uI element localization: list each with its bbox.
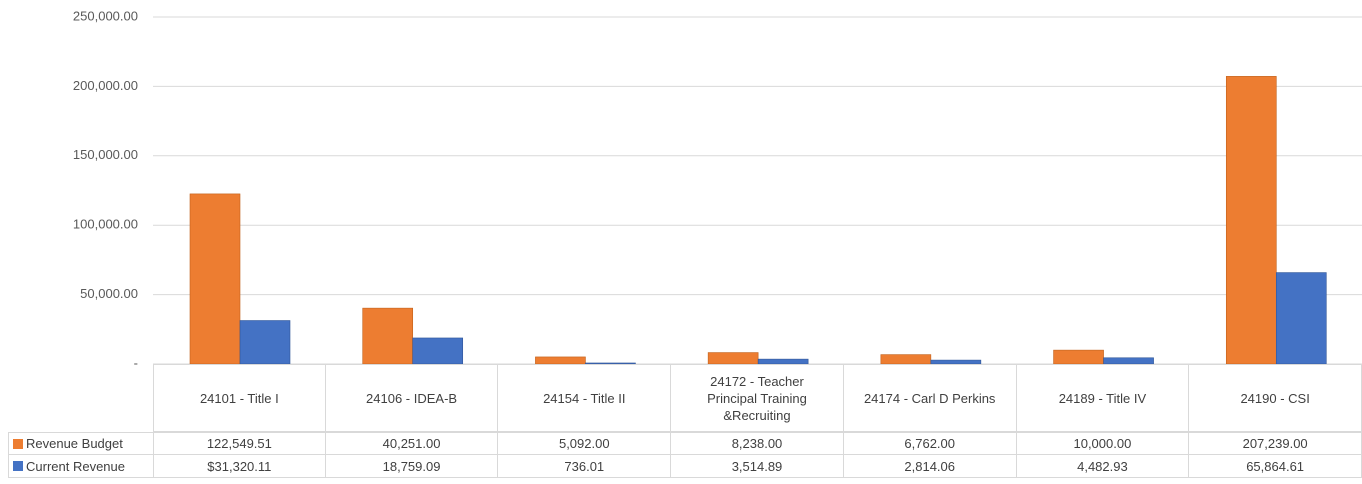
bar <box>1103 357 1154 365</box>
category-cell: 24189 - Title IV <box>1016 364 1190 432</box>
category-cell: 24101 - Title I <box>153 364 326 432</box>
table-value: 122,549.51 <box>153 432 326 455</box>
legend-key <box>13 461 23 471</box>
legend-entry: Current Revenue <box>8 455 153 478</box>
table-value: 65,864.61 <box>1189 455 1362 478</box>
bar <box>239 320 291 365</box>
table-value: 3,514.89 <box>671 455 844 478</box>
bar <box>412 337 464 365</box>
y-tick-label: 50,000.00 <box>80 286 138 301</box>
table-value: 18,759.09 <box>325 455 499 478</box>
y-tick-label: 200,000.00 <box>73 78 138 93</box>
table-value: 736.01 <box>498 455 672 478</box>
bar <box>362 307 414 365</box>
y-tick-label: - <box>134 355 138 370</box>
table-value: $31,320.11 <box>153 455 326 478</box>
legend-label: Current Revenue <box>26 458 125 474</box>
category-cell: 24154 - Title II <box>498 364 672 432</box>
bar <box>1225 76 1277 365</box>
category-cell: 24106 - IDEA-B <box>325 364 499 432</box>
bar <box>880 354 932 365</box>
category-cell: 24190 - CSI <box>1189 364 1362 432</box>
bar <box>707 352 759 365</box>
bar <box>1053 349 1104 365</box>
y-tick-label: 100,000.00 <box>73 217 138 232</box>
bar <box>189 193 241 365</box>
table-value: 207,239.00 <box>1189 432 1362 455</box>
y-tick-label: 250,000.00 <box>73 8 138 23</box>
bar <box>535 356 586 365</box>
y-tick-label: 150,000.00 <box>73 147 138 162</box>
table-value: 2,814.06 <box>843 455 1017 478</box>
table-value: 6,762.00 <box>843 432 1017 455</box>
table-value: 40,251.00 <box>325 432 499 455</box>
legend-key <box>13 438 23 449</box>
table-value: 5,092.00 <box>498 432 672 455</box>
legend-label: Revenue Budget <box>26 436 123 451</box>
category-cell: 24174 - Carl D Perkins <box>843 364 1017 432</box>
category-cell: 24172 - Teacher Principal Training &Recr… <box>671 364 844 432</box>
legend-entry: Revenue Budget <box>8 432 153 455</box>
table-value: 8,238.00 <box>671 432 844 455</box>
bar <box>1275 272 1327 365</box>
table-value: 4,482.93 <box>1016 455 1190 478</box>
table-value: 10,000.00 <box>1016 432 1190 455</box>
